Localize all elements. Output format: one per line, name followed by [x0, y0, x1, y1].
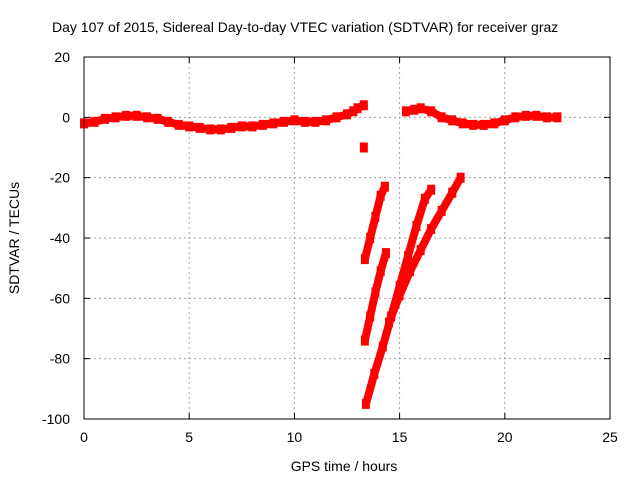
x-tick-label: 5 — [185, 429, 193, 445]
data-point — [553, 112, 562, 123]
data-point — [448, 115, 457, 126]
y-tick-label: -80 — [50, 351, 70, 367]
data-point — [359, 142, 368, 153]
data-point — [395, 290, 404, 301]
data-point — [185, 121, 194, 132]
y-tick-label: 0 — [62, 109, 70, 125]
data-point — [269, 118, 278, 129]
data-segment — [361, 369, 379, 408]
data-point — [385, 317, 394, 328]
data-point — [206, 124, 215, 135]
data-point — [456, 172, 465, 183]
data-point — [143, 112, 152, 123]
data-point — [361, 398, 370, 409]
data-point — [416, 103, 425, 114]
data-point — [401, 106, 410, 117]
data-point — [378, 341, 387, 352]
series-main-trace-2 — [401, 103, 562, 130]
y-tick-label: -60 — [50, 290, 70, 306]
series-steep-line-1 — [360, 181, 389, 265]
x-axis-label: GPS time / hours — [291, 458, 398, 474]
data-point — [490, 118, 499, 129]
y-tick-label: -20 — [50, 170, 70, 186]
data-point — [371, 211, 380, 222]
chart-title: Day 107 of 2015, Sidereal Day-to-day VTE… — [52, 19, 558, 35]
data-point — [458, 118, 467, 129]
data-point — [332, 112, 341, 123]
data-point — [511, 112, 520, 123]
data-point — [353, 103, 362, 114]
data-point — [410, 104, 419, 115]
data-point — [227, 122, 236, 133]
data-point — [448, 187, 457, 198]
data-point — [360, 254, 369, 265]
series-dip-point — [359, 142, 368, 153]
y-axis-label: SDTVAR / TECUs — [6, 182, 22, 294]
data-point — [349, 106, 358, 117]
x-tick-label: 0 — [80, 429, 88, 445]
data-point — [101, 113, 110, 124]
data-point — [366, 311, 375, 322]
tick-layer: 0 5 10 15 20 25 -100 -80 -60 -40 -20 0 20 — [42, 49, 618, 445]
data-point — [359, 100, 368, 111]
data-point — [248, 121, 257, 132]
data-point — [437, 205, 446, 216]
data-point — [216, 124, 225, 135]
data-layer — [80, 100, 562, 409]
data-point — [404, 251, 413, 262]
data-point — [380, 181, 389, 192]
x-tick-label: 25 — [602, 429, 618, 445]
data-point — [437, 112, 446, 123]
y-tick-label: 20 — [54, 49, 70, 65]
data-point — [300, 116, 309, 127]
data-point — [195, 122, 204, 133]
data-point — [90, 116, 99, 127]
data-point — [412, 220, 421, 231]
x-tick-label: 20 — [497, 429, 513, 445]
data-point — [427, 106, 436, 117]
data-point — [376, 266, 385, 277]
data-point — [376, 190, 385, 201]
data-point — [164, 116, 173, 127]
data-point — [366, 233, 375, 243]
data-point — [111, 112, 120, 123]
x-tick-label: 10 — [287, 429, 303, 445]
data-point — [343, 109, 351, 120]
y-tick-label: -100 — [42, 411, 70, 427]
data-point — [500, 115, 509, 126]
data-point — [479, 119, 488, 130]
data-point — [279, 116, 288, 127]
data-point — [290, 115, 299, 126]
data-point — [427, 223, 436, 234]
data-point — [416, 245, 425, 256]
data-point — [381, 248, 390, 259]
data-point — [321, 115, 330, 126]
data-point — [237, 121, 246, 132]
y-tick-label: -40 — [50, 230, 70, 246]
series-steep-line-2 — [360, 248, 390, 346]
data-point — [371, 287, 380, 298]
data-point — [427, 184, 436, 195]
data-point — [420, 193, 429, 204]
series-main-trace-1 — [80, 100, 368, 135]
data-point — [360, 335, 369, 346]
data-point — [542, 112, 551, 123]
x-tick-label: 15 — [392, 429, 408, 445]
data-point — [532, 110, 541, 121]
data-point — [122, 110, 131, 121]
series-steep-line-4 — [385, 172, 465, 328]
data-segment — [404, 221, 421, 261]
data-point — [469, 119, 478, 130]
data-point — [406, 266, 415, 277]
data-point — [153, 113, 162, 124]
data-point — [311, 116, 320, 127]
data-point — [132, 110, 141, 121]
data-point — [521, 110, 530, 121]
data-point — [258, 119, 267, 130]
data-point — [370, 368, 379, 379]
data-point — [174, 119, 183, 130]
data-segment — [395, 252, 413, 291]
